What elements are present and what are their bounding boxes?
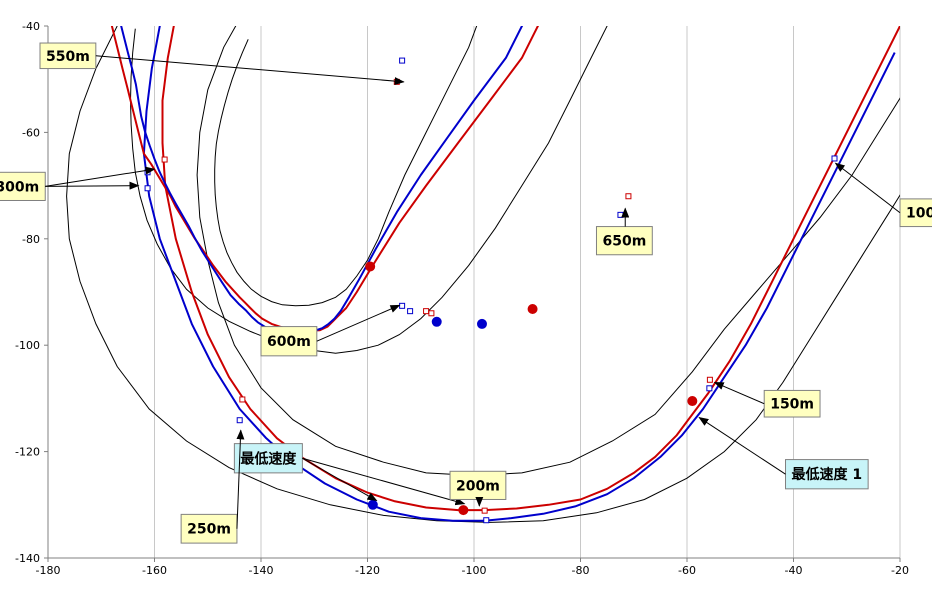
annotation-box xyxy=(233,443,303,474)
series-line-3 xyxy=(120,26,524,333)
annotation-box xyxy=(0,171,46,201)
marker-circle xyxy=(687,396,698,407)
annotation-arrow xyxy=(95,55,405,86)
annotation-label: 200m xyxy=(456,478,500,494)
marker-square xyxy=(706,385,713,392)
annotation-9: 250m xyxy=(180,429,245,544)
annotation-label: 300m xyxy=(0,179,39,195)
annotation-arrow xyxy=(834,162,901,214)
marker-square xyxy=(625,193,632,200)
marker-circle xyxy=(431,316,442,327)
annotation-label: 650m xyxy=(602,234,646,250)
annotation-1: 300m xyxy=(0,166,156,201)
annotation-label: 600m xyxy=(267,334,311,350)
marker-square xyxy=(831,155,838,162)
annotation-box xyxy=(785,459,869,490)
annotation-0: 550m xyxy=(39,42,405,86)
marker-square xyxy=(423,308,430,315)
x-tick-label: -20 xyxy=(891,564,909,577)
annotation-label: 250m xyxy=(187,522,231,538)
annotation-6: 最低速度 xyxy=(233,443,466,506)
annotation-arrow xyxy=(45,181,140,190)
marker-square xyxy=(399,57,406,64)
x-tick-label: -120 xyxy=(355,564,380,577)
annotation-7: 最低速度 1 xyxy=(698,417,869,490)
marker-circle xyxy=(476,318,487,329)
annotation-box xyxy=(39,42,97,70)
marker-square xyxy=(399,302,406,309)
annotation-8: 200m xyxy=(449,470,507,507)
x-tick-label: -180 xyxy=(36,564,61,577)
x-tick-label: -100 xyxy=(462,564,487,577)
x-tick-label: -60 xyxy=(678,564,696,577)
annotation-label: 150m xyxy=(770,397,814,413)
y-tick-label: -80 xyxy=(22,233,40,246)
marker-square xyxy=(706,376,713,383)
series-lines xyxy=(110,26,900,522)
marker-square xyxy=(407,308,414,315)
marker-square xyxy=(483,517,490,524)
annotation-box xyxy=(763,389,821,418)
annotation-label: 最低速度 xyxy=(240,450,297,467)
annotation-arrow xyxy=(45,166,156,187)
marker-circle xyxy=(367,499,378,510)
marker-square xyxy=(428,310,435,317)
annotation-arrow xyxy=(302,457,466,506)
y-tick-label: -120 xyxy=(15,446,40,459)
annotation-box xyxy=(260,326,318,357)
marker-square xyxy=(161,156,168,163)
x-tick-label: -80 xyxy=(572,564,590,577)
annotation-arrow xyxy=(698,417,786,475)
annotation-4: 600m xyxy=(260,304,401,357)
annotation-2: 650m xyxy=(595,207,653,256)
annotation-box xyxy=(180,513,238,544)
x-tick-label: -140 xyxy=(249,564,274,577)
marker-circle xyxy=(527,304,538,315)
x-tick-label: -160 xyxy=(142,564,167,577)
marker-square xyxy=(239,396,246,403)
marker-square xyxy=(144,185,151,192)
series-line-1 xyxy=(142,26,896,522)
y-tick-label: -40 xyxy=(22,20,40,33)
annotation-box xyxy=(449,470,507,500)
annotation-label: 最低速度 1 xyxy=(792,466,863,483)
annotation-box xyxy=(595,226,653,256)
annotation-arrow xyxy=(316,304,401,342)
annotation-arrow xyxy=(236,429,245,529)
x-tick-label: -40 xyxy=(785,564,803,577)
marker-circle xyxy=(365,261,376,272)
annotation-arrow xyxy=(713,381,765,405)
annotation-arrow xyxy=(302,457,378,502)
marker-square xyxy=(481,507,488,514)
y-tick-label: -100 xyxy=(15,339,40,352)
marker-square xyxy=(236,417,243,424)
series-line-0 xyxy=(161,26,900,512)
annotation-5: 150m xyxy=(713,381,821,418)
annotation-label: 550m xyxy=(46,49,90,65)
y-tick-label: -140 xyxy=(15,552,40,565)
series-line-2 xyxy=(110,26,540,332)
axes: -180 -160 -140 -120 -100 -80 -60 -40 -20 -40 -60 -8… xyxy=(15,20,909,577)
marker-circle xyxy=(458,505,469,516)
annotation-3: 100m xyxy=(834,162,932,228)
track-edge-line-3 xyxy=(214,26,478,307)
marker-square xyxy=(617,211,624,218)
annotation-label: 100m xyxy=(906,206,932,222)
y-tick-label: -60 xyxy=(22,126,40,139)
